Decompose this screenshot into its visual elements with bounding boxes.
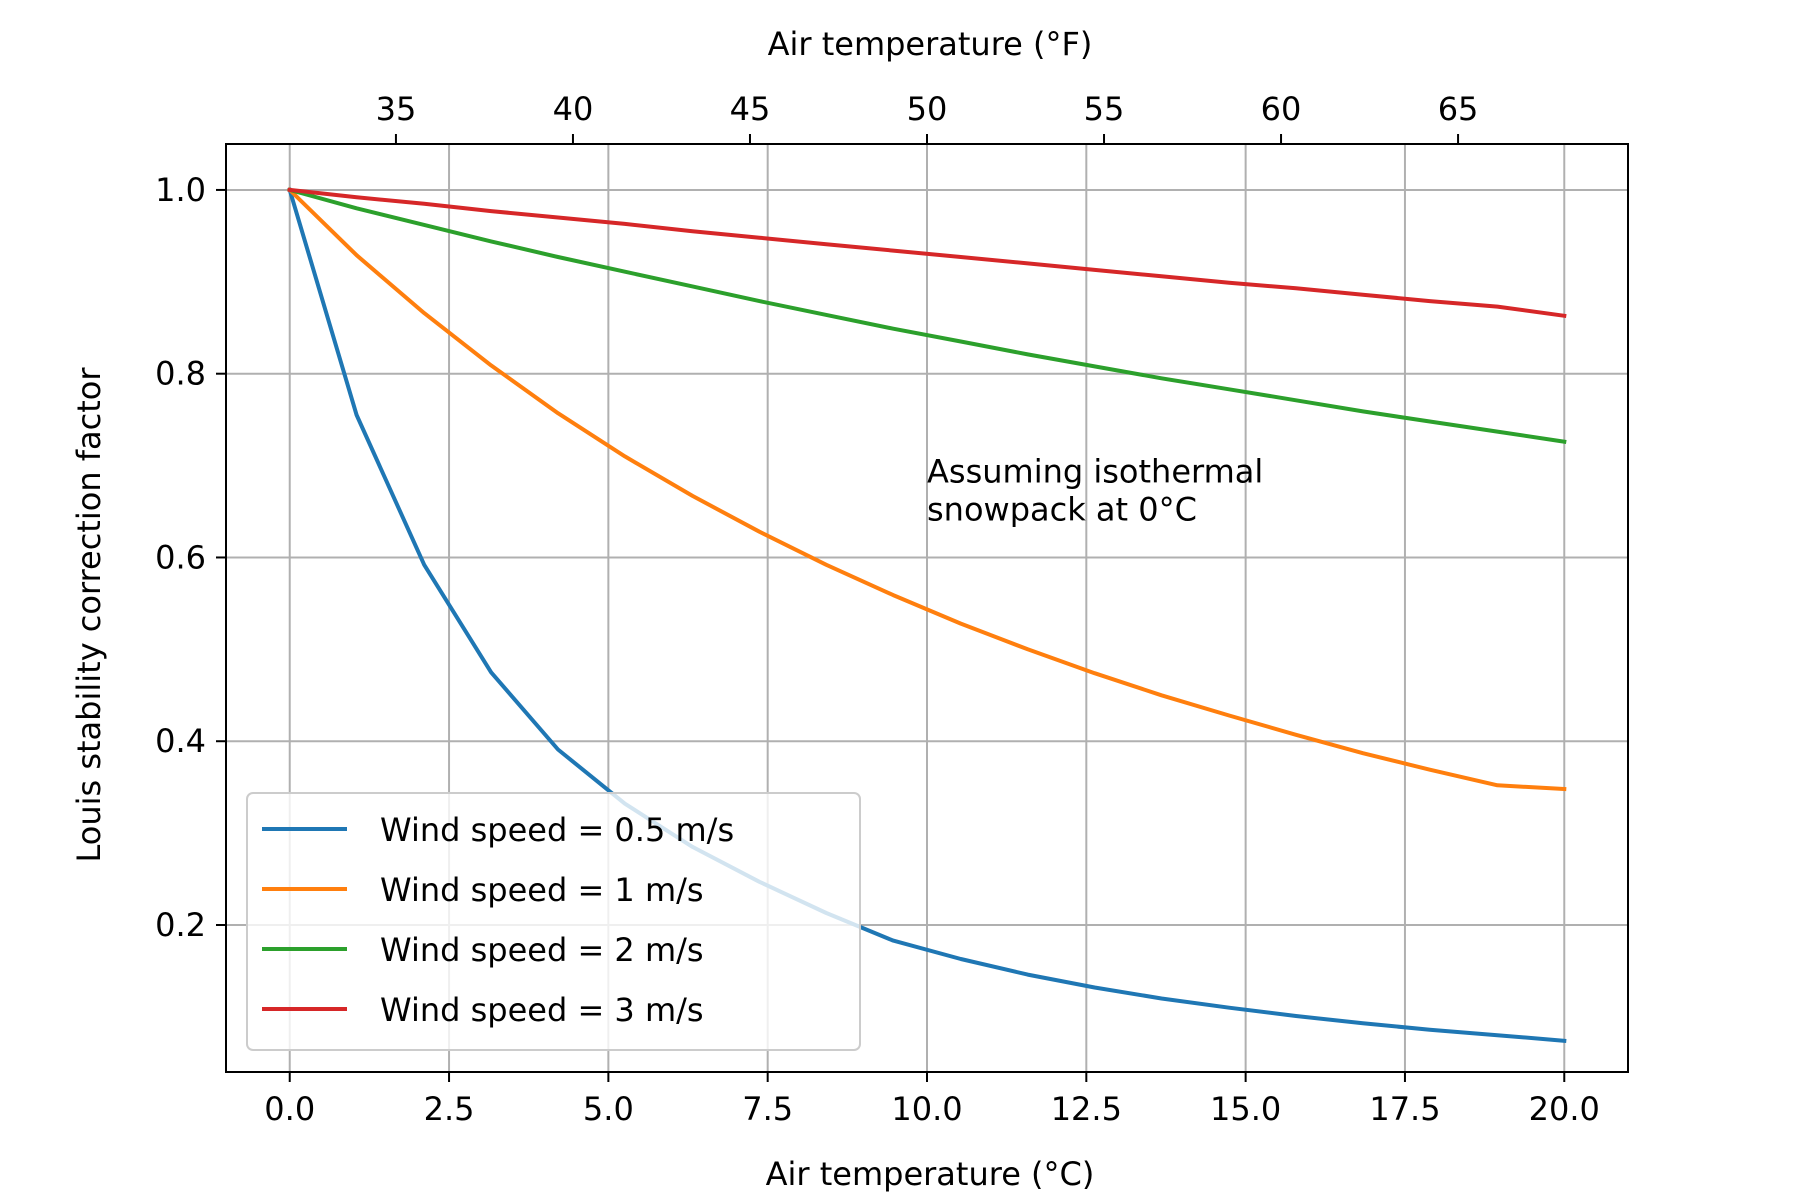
y-tick-label: 0.2 [155, 906, 206, 944]
legend-box [246, 792, 861, 1051]
x-tick-label: 5.0 [583, 1090, 634, 1128]
y-axis: 0.2 0.4 0.6 0.8 1.0 [155, 171, 226, 944]
x2-tick-label: 40 [553, 90, 594, 128]
annotation-line-1: Assuming isothermal [927, 452, 1263, 490]
x2-tick-label: 65 [1438, 90, 1479, 128]
annotation-line-2: snowpack at 0°C [927, 490, 1197, 528]
y-tick-label: 0.8 [155, 355, 206, 393]
y-axis-label: Louis stability correction factor [70, 367, 108, 863]
series-lines [286, 187, 1567, 1043]
legend-label: Wind speed = 0.5 m/s [380, 811, 734, 849]
series-line [287, 187, 1567, 444]
legend-label: Wind speed = 1 m/s [380, 871, 704, 909]
x-tick-label: 17.5 [1369, 1090, 1440, 1128]
y-tick-label: 0.6 [155, 538, 206, 576]
legend-label: Wind speed = 2 m/s [380, 931, 704, 969]
x-axis-bottom: 0.0 2.5 5.0 7.5 10.0 12.5 15.0 17.5 20.0 [264, 1072, 1600, 1128]
x2-tick-label: 50 [907, 90, 948, 128]
x-tick-label: 12.5 [1051, 1090, 1122, 1128]
x-tick-label: 20.0 [1529, 1090, 1600, 1128]
x2-tick-label: 45 [730, 90, 771, 128]
x-tick-label: 2.5 [424, 1090, 475, 1128]
x-axis-label: Air temperature (°C) [766, 1155, 1095, 1193]
x2-axis-label: Air temperature (°F) [768, 25, 1093, 63]
annotation: Assuming isothermal snowpack at 0°C [927, 452, 1273, 528]
x-tick-label: 0.0 [264, 1090, 315, 1128]
series-line [287, 187, 1567, 319]
y-tick-label: 1.0 [155, 171, 206, 209]
y-tick-label: 0.4 [155, 722, 206, 760]
legend: Wind speed = 0.5 m/s Wind speed = 1 m/s … [246, 792, 861, 1051]
x-tick-label: 7.5 [742, 1090, 793, 1128]
x-tick-label: 15.0 [1210, 1090, 1281, 1128]
x2-tick-label: 35 [376, 90, 417, 128]
x2-tick-label: 60 [1261, 90, 1302, 128]
x2-tick-label: 55 [1084, 90, 1125, 128]
series-line [287, 187, 1567, 1043]
series-line [286, 187, 1567, 792]
x-axis-top: 35 40 45 50 55 60 65 [376, 90, 1479, 144]
legend-label: Wind speed = 3 m/s [380, 991, 704, 1029]
x-tick-label: 10.0 [891, 1090, 962, 1128]
